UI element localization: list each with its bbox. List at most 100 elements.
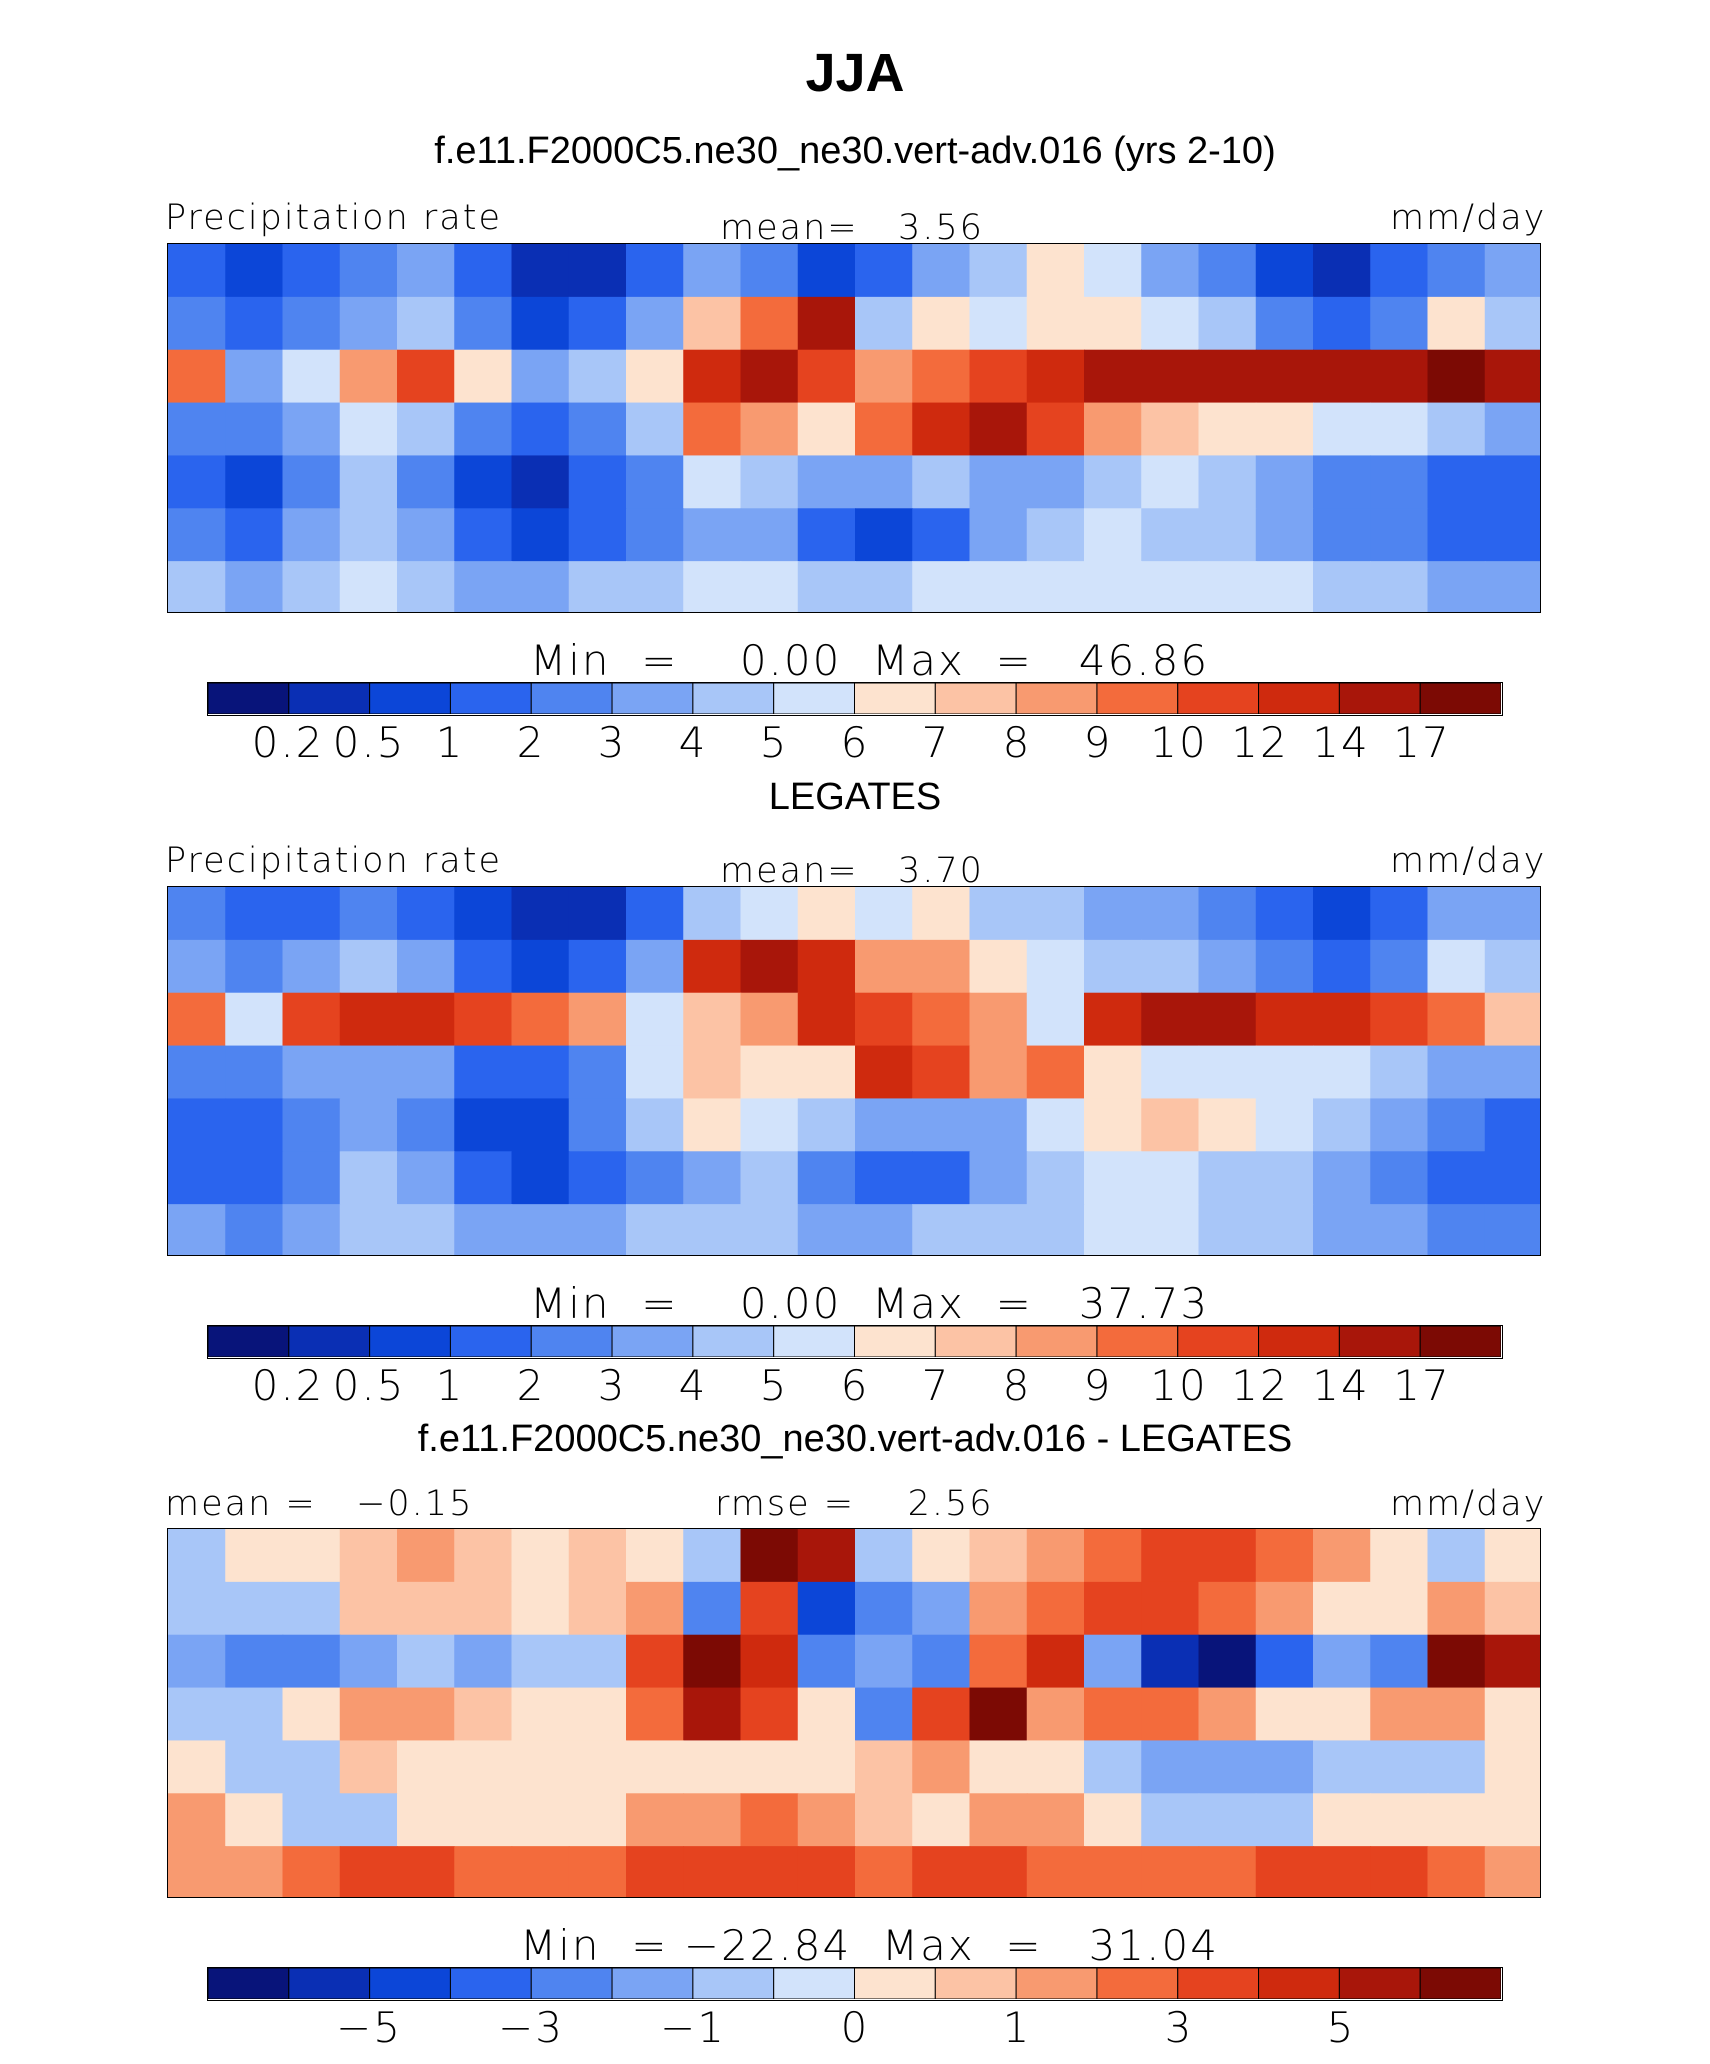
heatmap-cell [969,1846,1028,1897]
colorbar-swatch [1338,683,1421,714]
heatmap-cell [225,1793,284,1847]
heatmap-cell [1313,992,1372,1047]
heatmap-cell [797,1151,856,1205]
heatmap-cell [912,1634,971,1689]
colorbar-tick-label: 10 [1150,1361,1208,1410]
heatmap-cell [1427,561,1486,612]
heatmap-cell [1141,508,1200,562]
heatmap-cell [339,939,398,994]
heatmap-cell [225,402,284,457]
heatmap-cell [1370,939,1429,994]
colorbar-swatch [692,1326,775,1357]
heatmap-cell [168,1740,227,1795]
heatmap-cell [397,455,456,510]
heatmap-cell [225,1529,284,1583]
heatmap-cell [397,992,456,1047]
heatmap-cell [454,1529,513,1583]
panel-1-colorbar [207,682,1503,716]
heatmap-cell [168,1151,227,1205]
colorbar-tick-label: −3 [498,2003,564,2052]
heatmap-cell [855,1793,914,1847]
heatmap-cell [1084,349,1143,404]
heatmap-cell [568,1529,627,1583]
heatmap-cell [1370,992,1429,1047]
heatmap-cell [740,992,799,1047]
heatmap-cell [1370,1793,1429,1847]
heatmap-cell [1313,296,1372,351]
heatmap-cell [1141,561,1200,612]
heatmap-cell [740,1529,799,1583]
heatmap-cell [855,1204,914,1255]
heatmap-cell [454,1151,513,1205]
heatmap-cell [1198,1151,1257,1205]
heatmap-cell [1313,1098,1372,1153]
heatmap-cell [339,992,398,1047]
colorbar-swatch [1177,1326,1260,1357]
heatmap-cell [454,1204,513,1255]
heatmap-cell [740,1793,799,1847]
heatmap-cell [282,939,341,994]
heatmap-cell [740,1045,799,1100]
heatmap-cell [797,508,856,562]
heatmap-cell [225,1846,284,1897]
heatmap-cell [225,561,284,612]
heatmap-cell [1198,1098,1257,1153]
heatmap-cell [225,1098,284,1153]
heatmap-cell [168,1098,227,1153]
heatmap-cell [339,1581,398,1636]
heatmap-cell [168,939,227,994]
heatmap-cell [740,1740,799,1795]
heatmap-cell [683,561,742,612]
heatmap-cell [1026,455,1085,510]
heatmap-cell [1427,1098,1486,1153]
heatmap-cell [1370,1846,1429,1897]
heatmap-cell [1026,1151,1085,1205]
heatmap-cell [1141,349,1200,404]
heatmap-cell [1026,939,1085,994]
heatmap-cell [1026,508,1085,562]
heatmap-cell [1198,992,1257,1047]
heatmap-cell [969,1634,1028,1689]
heatmap-cell [1313,455,1372,510]
heatmap-cell [1141,1793,1200,1847]
colorbar-swatch [611,683,694,714]
heatmap-cell [225,296,284,351]
panel-1-colorbar-ticks: 0.2 0.5 1 2 3 4 5 6 7 8 9 10 12 14 17 [0,718,1710,768]
heatmap-cell [912,1204,971,1255]
heatmap-cell [568,1634,627,1689]
heatmap-cell [568,1846,627,1897]
heatmap-cell [225,349,284,404]
heatmap-cell [969,939,1028,994]
colorbar-tick-label: 5 [1326,2003,1356,2052]
heatmap-cell [626,508,685,562]
heatmap-cell [855,887,914,941]
heatmap-cell [1255,939,1314,994]
heatmap-cell [1484,508,1540,562]
heatmap-cell [912,508,971,562]
heatmap-cell [740,887,799,941]
heatmap-cell [855,1687,914,1742]
heatmap-cell [1370,508,1429,562]
colorbar-tick-label: 6 [840,718,870,767]
heatmap-cell [397,349,456,404]
colorbar-swatch [854,1326,936,1357]
heatmap-cell [683,1634,742,1689]
heatmap-cell [282,1740,341,1795]
heatmap-cell [626,939,685,994]
heatmap-cell [1484,1529,1540,1583]
heatmap-cell [568,561,627,612]
heatmap-cell [1427,1045,1486,1100]
colorbar-tick-label: 6 [840,1361,870,1410]
colorbar-tick-label: 1 [435,1361,465,1410]
heatmap-cell [1026,1045,1085,1100]
heatmap-cell [855,1581,914,1636]
heatmap-cell [1427,1151,1486,1205]
colorbar-swatch [1096,683,1179,714]
colorbar-tick-label: 8 [1002,1361,1032,1410]
panel-3-map [167,1528,1541,1898]
colorbar-swatch [854,683,936,714]
heatmap-cell [1255,992,1314,1047]
heatmap-cell [511,561,570,612]
heatmap-cell [282,992,341,1047]
colorbar-swatch [1338,1326,1421,1357]
